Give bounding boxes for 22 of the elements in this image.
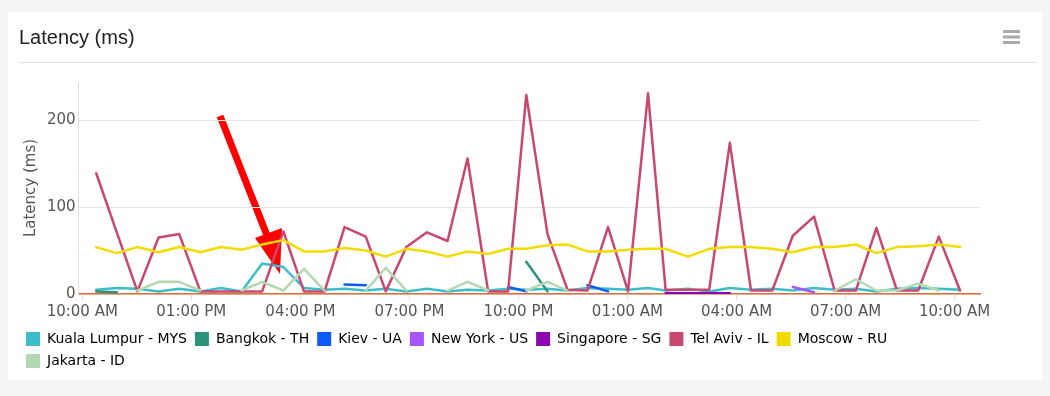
x-tick-label: 04:00 AM bbox=[700, 301, 773, 320]
x-tick-label: 10:00 AM bbox=[46, 301, 118, 320]
chart-title: Latency (ms) bbox=[19, 26, 135, 49]
legend-label: Jakarta - ID bbox=[46, 351, 125, 368]
x-tick-label: 10:00 AM bbox=[918, 301, 991, 320]
legend-label: Kuala Lumpur - MYS bbox=[47, 329, 188, 346]
x-tick-label: 01:00 AM bbox=[591, 301, 664, 320]
legend-label: Bangkok - TH bbox=[215, 329, 310, 346]
x-tick-label: 07:00 PM bbox=[374, 301, 445, 320]
y-tick-label: 100 bbox=[46, 197, 76, 216]
legend-label: Kiev - UA bbox=[338, 329, 403, 346]
y-tick-label: 0 bbox=[66, 283, 76, 302]
x-tick-label: 01:00 PM bbox=[156, 301, 227, 320]
legend-label: Singapore - SG bbox=[557, 329, 662, 346]
legend-label: Tel Aviv - IL bbox=[689, 329, 769, 346]
legend-label: Moscow - RU bbox=[797, 329, 888, 346]
legend-label: New York - US bbox=[430, 329, 529, 346]
x-tick-label: 07:00 AM bbox=[809, 301, 882, 320]
x-tick-label: 04:00 PM bbox=[265, 301, 336, 320]
y-tick-label: 200 bbox=[46, 110, 76, 129]
y-axis-title: Latency (ms) bbox=[20, 138, 39, 238]
x-tick-label: 10:00 PM bbox=[483, 301, 554, 320]
